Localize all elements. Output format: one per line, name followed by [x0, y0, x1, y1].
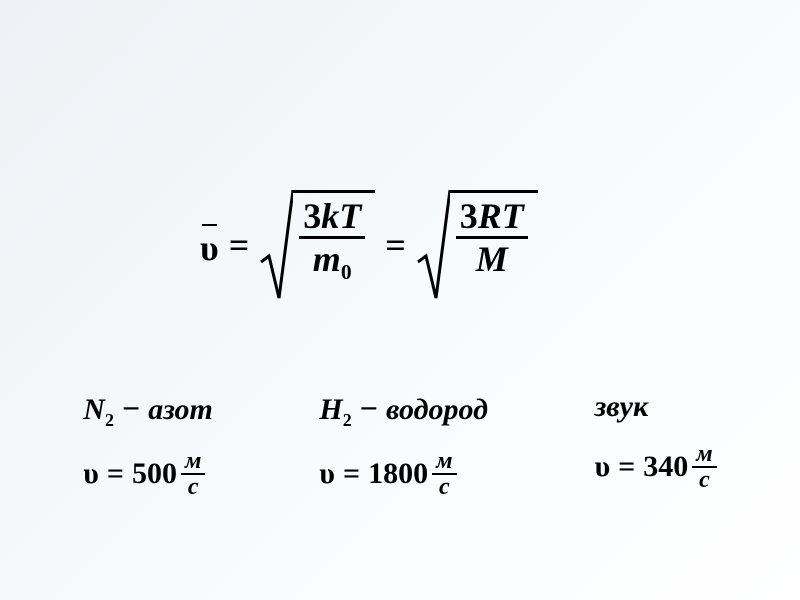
upsilon-h: υ [319, 459, 335, 489]
coefficient-3b: 3 [460, 196, 478, 236]
fraction-3kT-m0: 3kT m0 [299, 196, 365, 286]
sound-value-line: υ = 340 м с [595, 442, 717, 492]
word-zvuk: звук [595, 390, 649, 424]
nitrogen-label: N2 − азот [83, 390, 213, 431]
overbar [202, 224, 217, 226]
sqrt-3RT-over-M: 3RT M [416, 190, 538, 300]
main-velocity-formula: υ = 3kT m0 = [200, 190, 538, 300]
unit-m-s-s: м с [692, 442, 716, 492]
hydrogen-value-line: υ = 1800 м с [319, 449, 456, 499]
equals-h: = [339, 457, 364, 491]
hydrogen-block: H2 − водород υ = 1800 м с [319, 390, 488, 499]
variable-T: T [339, 196, 361, 236]
symbol-N: N [83, 393, 105, 426]
sqrt-3kT-over-m0: 3kT m0 [259, 190, 375, 300]
equals-n: = [103, 457, 128, 491]
word-vodorod: водород [386, 393, 488, 427]
upsilon-s: υ [595, 452, 611, 482]
nitrogen-value-line: υ = 500 м с [83, 449, 205, 499]
upsilon-glyph: υ [200, 228, 219, 268]
subscript-0: 0 [341, 260, 352, 284]
unit-s-n: с [184, 475, 203, 499]
unit-m-s-n: м с [181, 449, 205, 499]
equals-s: = [614, 450, 639, 484]
variable-R: R [478, 196, 502, 236]
variable-Tb: T [502, 196, 524, 236]
hydrogen-symbol: H2 [319, 393, 351, 431]
nitrogen-block: N2 − азот υ = 500 м с [83, 390, 213, 499]
denominator-m0: m0 [309, 239, 356, 286]
subscript-2-h: 2 [343, 410, 352, 430]
numerator-3kT: 3kT [299, 196, 365, 236]
sound-label: звук [595, 390, 649, 424]
numerator-3RT: 3RT [456, 196, 528, 236]
fraction-3RT-M: 3RT M [456, 196, 528, 279]
unit-m-s: м [692, 442, 716, 466]
unit-m-n: м [181, 449, 205, 473]
coefficient-3: 3 [303, 196, 321, 236]
equals-sign-2: = [379, 227, 412, 263]
radical-sign-1 [259, 190, 293, 300]
value-1800: 1800 [368, 457, 428, 491]
nitrogen-symbol: N2 [83, 393, 114, 431]
radicand-2: 3RT M [450, 190, 538, 300]
denominator-M: M [472, 239, 512, 279]
variable-m: m [313, 239, 341, 279]
radicand-1: 3kT m0 [293, 190, 375, 300]
symbol-H: H [319, 393, 342, 426]
vinculum-2 [450, 190, 538, 193]
dash-n: − [120, 390, 142, 427]
mean-upsilon-symbol: υ [200, 224, 219, 266]
equals-sign-1: = [223, 227, 256, 263]
unit-m-h: м [432, 449, 456, 473]
upsilon-n: υ [83, 459, 99, 489]
unit-s-s: с [695, 468, 714, 492]
variable-M: M [476, 239, 508, 279]
radical-sign-2 [416, 190, 450, 300]
examples-row: N2 − азот υ = 500 м с H2 − водород υ = [0, 390, 800, 499]
vinculum-1 [293, 190, 375, 193]
word-azot: азот [148, 393, 213, 427]
value-500: 500 [132, 457, 177, 491]
dash-h: − [358, 390, 380, 427]
hydrogen-label: H2 − водород [319, 390, 488, 431]
unit-s-h: с [435, 475, 454, 499]
value-340: 340 [643, 450, 688, 484]
subscript-2-n: 2 [105, 410, 114, 430]
variable-k: k [321, 196, 339, 236]
unit-m-s-h: м с [432, 449, 456, 499]
sound-block: звук υ = 340 м с [595, 390, 717, 499]
